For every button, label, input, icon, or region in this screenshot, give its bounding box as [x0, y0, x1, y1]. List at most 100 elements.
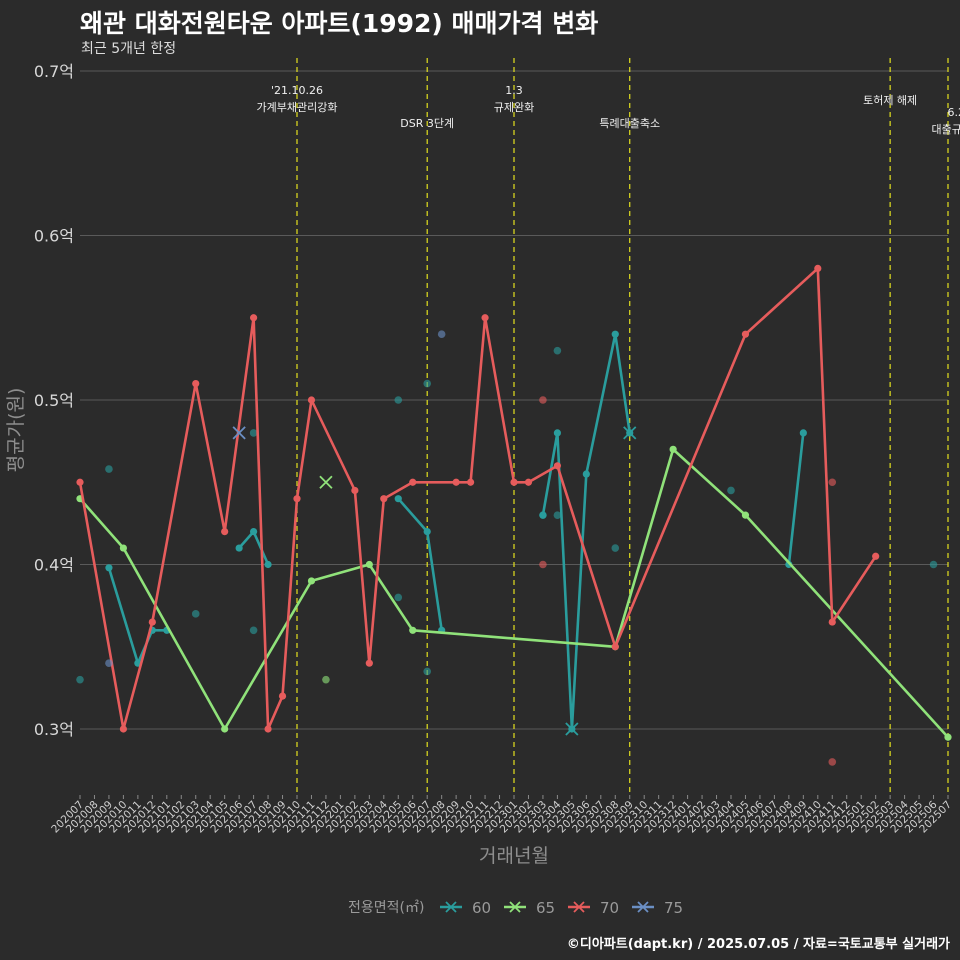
chart-title: 왜관 대화전원타운 아파트(1992) 매매가격 변화 [80, 9, 599, 38]
legend-label-70: 70 [600, 899, 619, 917]
series-60-point [553, 429, 562, 437]
event-label: 1.3 [505, 84, 523, 97]
series-60-point [235, 544, 243, 552]
series-65-point [119, 544, 127, 552]
series-60-point [191, 610, 200, 618]
series-65-cross-marker [319, 475, 333, 489]
series-60-point [249, 429, 258, 437]
series-60-point [105, 465, 113, 473]
series-75-point [105, 659, 113, 667]
y-tick-label: 0.3억 [34, 720, 74, 739]
series-60-point [394, 593, 403, 602]
series-65-line [79, 448, 949, 739]
legend-marker-75 [637, 901, 649, 913]
series-70-point [278, 692, 287, 700]
series-70-point [828, 618, 836, 626]
series-70-point [452, 478, 460, 486]
series-70-point [510, 478, 518, 486]
event-label: 대출규제 [932, 123, 960, 136]
series-65-point [221, 725, 229, 733]
series-65-point [669, 445, 677, 453]
event-label: 특례대출축소 [599, 117, 660, 130]
series-60-point [611, 544, 620, 552]
series-70-point [264, 725, 272, 733]
series-60-point [250, 528, 258, 536]
series-65-point [365, 560, 373, 569]
event-label: 가계부채관리강화 [257, 101, 338, 114]
y-tick-label: 0.5억 [34, 391, 74, 410]
series-70-point [76, 478, 84, 486]
series-70-point [524, 478, 533, 486]
series-60-point [105, 564, 113, 572]
legend-marker-65 [509, 901, 521, 913]
series-60-point [611, 330, 619, 338]
series-70-point [814, 264, 822, 272]
x-axis-title: 거래년월 [479, 845, 549, 867]
event-label: DSR 3단계 [400, 117, 454, 130]
series-60-point [799, 429, 807, 437]
series-60-point [423, 528, 431, 536]
series-70-point [828, 758, 837, 766]
series-60-point [929, 560, 938, 569]
y-axis-title: 평균가(원) [5, 388, 27, 473]
series-70-point [192, 379, 200, 388]
series-60-line [787, 432, 805, 565]
series-70-point [365, 659, 373, 667]
legend-title: 전용면적(㎡) [348, 900, 424, 916]
series-60-point [582, 470, 590, 478]
series-70-point [221, 528, 229, 536]
legend-label-60: 60 [472, 899, 491, 917]
series-60-point [394, 396, 403, 404]
legend-label-65: 65 [536, 899, 555, 917]
chart-caption: ©디아파트(dapt.kr) / 2025.07.05 / 자료=국토교통부 실… [566, 937, 950, 952]
series-70-point [307, 396, 316, 404]
series-60-point [394, 495, 402, 503]
series-65-point [741, 511, 750, 519]
y-tick-label: 0.6억 [34, 227, 74, 246]
series-60-line [238, 530, 270, 566]
event-label: 규제완화 [494, 101, 534, 114]
series-70-point [539, 396, 547, 404]
series-75-point [437, 330, 446, 339]
series-60-cross-marker [623, 426, 637, 440]
series-70-point [148, 618, 156, 626]
series-60-point [539, 511, 547, 519]
series-60-point [249, 626, 258, 635]
series-60-point [553, 511, 562, 519]
series-65-point [322, 675, 330, 684]
event-label: 6.27 [948, 106, 960, 119]
series-60-point [264, 560, 272, 569]
series-60-point [423, 667, 432, 676]
legend-marker-60 [445, 901, 457, 913]
series-65-point [307, 577, 316, 585]
series-70-point [250, 314, 258, 322]
y-tick-label: 0.7억 [34, 62, 74, 81]
y-tick-label: 0.4억 [34, 556, 74, 575]
series-65-point [409, 626, 417, 634]
series-60-cross-marker [565, 722, 579, 736]
series-60-line [541, 332, 631, 731]
series-70-line [78, 267, 877, 731]
series-70-point [611, 643, 619, 651]
series-60-point [727, 486, 735, 495]
series-65-point [944, 733, 952, 741]
series-70-point [741, 330, 750, 338]
legend-label-75: 75 [664, 899, 683, 917]
series-70-point [380, 495, 388, 503]
series-60-point [76, 675, 84, 684]
series-70-point [351, 486, 359, 495]
legend-marker-70 [573, 901, 585, 913]
series-75-cross-marker [232, 426, 246, 440]
series-60-point [423, 379, 432, 388]
series-70-point [553, 462, 562, 470]
series-70-point [409, 478, 417, 486]
series-70-point [539, 560, 547, 569]
series-70-point [828, 478, 837, 487]
series-60-point [553, 346, 562, 355]
event-label: '21.10.26 [271, 84, 323, 97]
chart-subtitle: 최근 5개년 한정 [81, 41, 177, 57]
event-label: 토허제 해제 [863, 93, 917, 107]
series-70-point [481, 314, 489, 322]
